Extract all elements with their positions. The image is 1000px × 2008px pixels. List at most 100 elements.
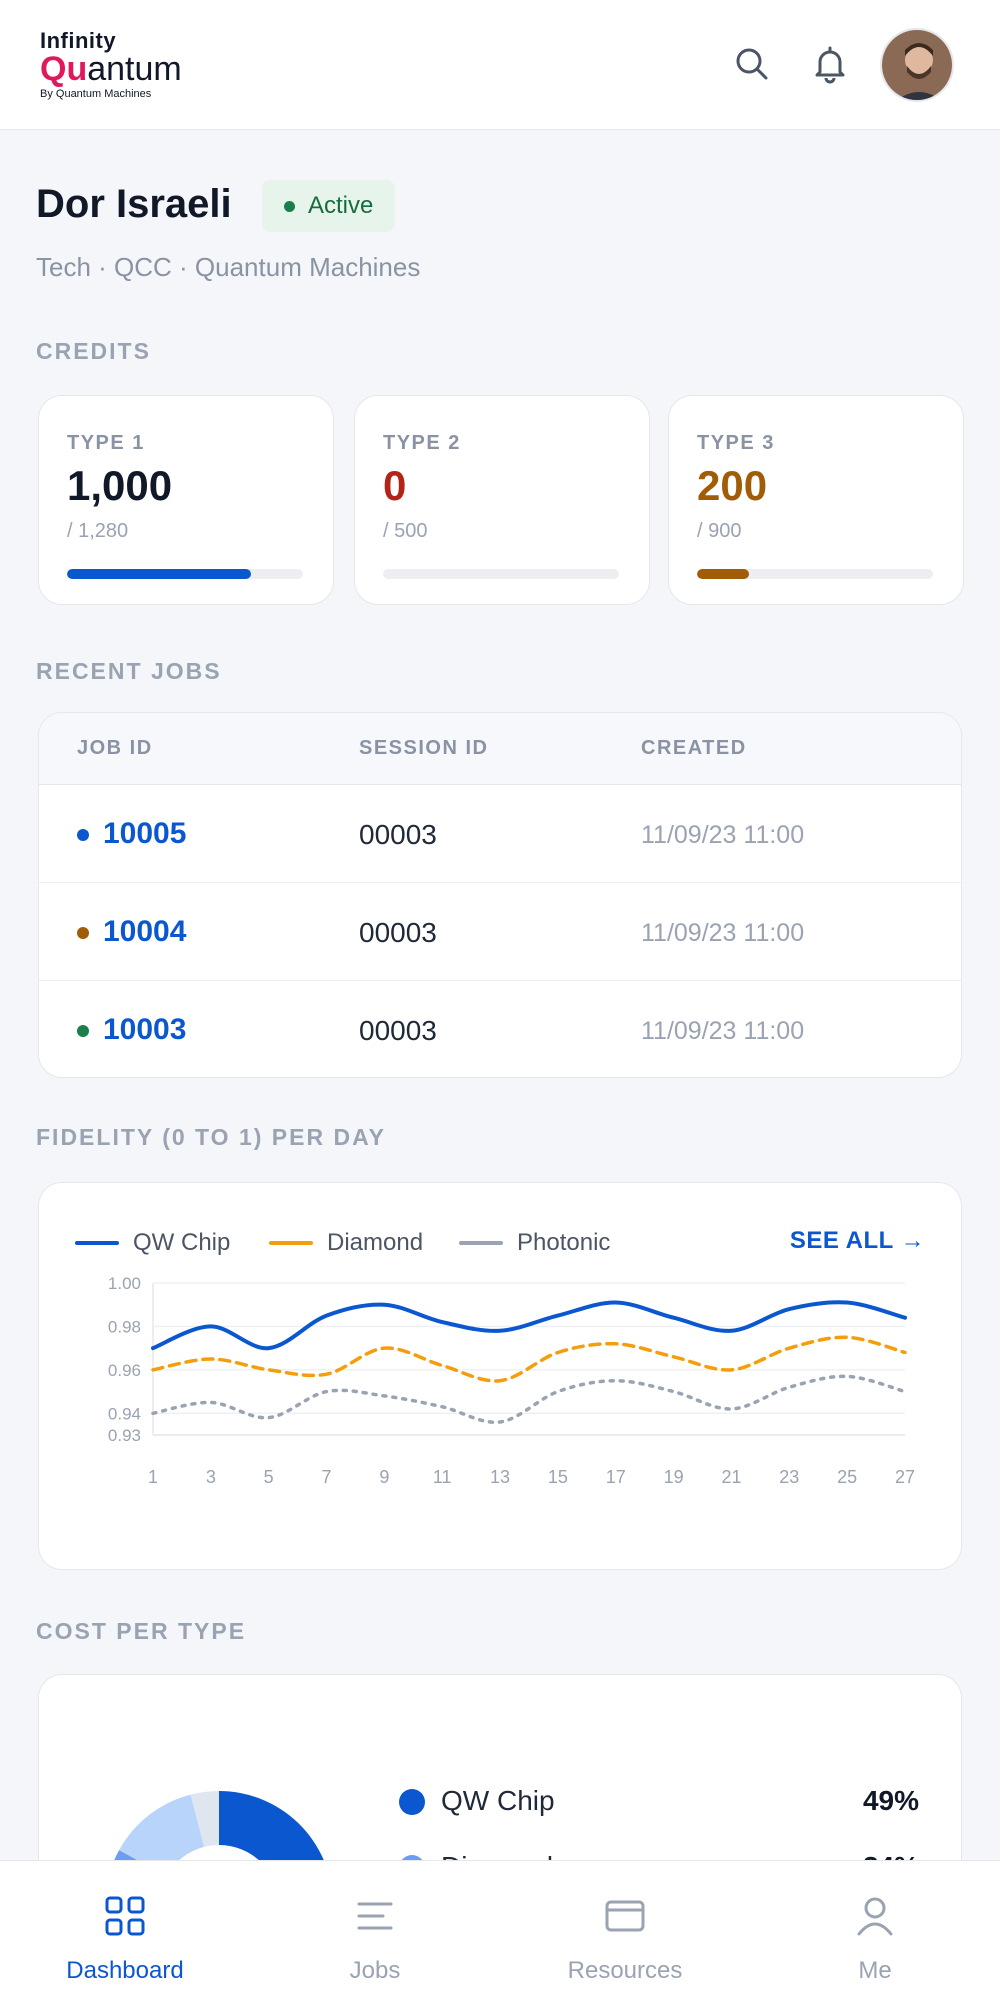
bell-icon[interactable] bbox=[806, 40, 854, 88]
nav-item-jobs[interactable]: Jobs bbox=[250, 1861, 500, 2008]
x-tick-label: 21 bbox=[721, 1467, 741, 1487]
x-tick-label: 3 bbox=[206, 1467, 216, 1487]
job-status-dot bbox=[77, 927, 89, 939]
y-tick-label: 0.94 bbox=[108, 1404, 141, 1423]
cost-legend-dot bbox=[399, 1789, 425, 1815]
nav-item-me[interactable]: Me bbox=[750, 1861, 1000, 2008]
search-icon[interactable] bbox=[728, 40, 776, 88]
x-tick-label: 19 bbox=[664, 1467, 684, 1487]
nav-label: Resources bbox=[567, 1957, 683, 1984]
credit-progress-track bbox=[383, 569, 619, 579]
created-date: 11/09/23 11:00 bbox=[641, 1017, 805, 1045]
legend-item-qw-chip[interactable]: QW Chip bbox=[75, 1229, 230, 1257]
grid-icon bbox=[100, 1891, 150, 1941]
fidelity-section-label: FIDELITY (0 TO 1) PER DAY bbox=[36, 1124, 386, 1150]
legend-label: QW Chip bbox=[133, 1229, 231, 1256]
credits-section-label: CREDITS bbox=[36, 338, 151, 364]
job-status-dot bbox=[77, 829, 89, 841]
credit-max: / 900 bbox=[697, 520, 742, 542]
user-icon bbox=[850, 1891, 900, 1941]
list-icon bbox=[350, 1891, 400, 1941]
y-tick-label: 0.96 bbox=[108, 1361, 141, 1380]
created-date: 11/09/23 11:00 bbox=[641, 919, 805, 947]
credit-card-type-1[interactable]: TYPE 1 1,000 / 1,280 bbox=[38, 395, 334, 605]
user-name: Dor Israeli bbox=[36, 182, 232, 226]
session-id: 00003 bbox=[359, 819, 437, 850]
cost-type-name: QW Chip bbox=[441, 1785, 555, 1816]
logo-accent: Qu bbox=[40, 50, 88, 88]
column-header-created: CREATED bbox=[641, 737, 747, 759]
legend-item-diamond[interactable]: Diamond bbox=[269, 1229, 423, 1257]
x-tick-label: 25 bbox=[837, 1467, 857, 1487]
user-subtitle: Tech · QCC · Quantum Machines bbox=[36, 252, 421, 282]
credit-progress-fill bbox=[67, 569, 252, 579]
logo-rest: antum bbox=[87, 50, 182, 88]
credit-progress-fill bbox=[697, 569, 749, 579]
logo-line1: Infinity bbox=[40, 28, 117, 53]
legend-label: Diamond bbox=[327, 1229, 424, 1256]
legend-item-photonic[interactable]: Photonic bbox=[459, 1229, 610, 1257]
created-date: 11/09/23 11:00 bbox=[641, 821, 805, 849]
credit-card-type-2[interactable]: TYPE 2 0 / 500 bbox=[354, 395, 650, 605]
see-all-link[interactable]: SEE ALL → bbox=[789, 1227, 925, 1254]
logo-line2: Quantum bbox=[40, 52, 210, 86]
logo-tagline: By Quantum Machines bbox=[40, 88, 152, 100]
legend-swatch bbox=[459, 1241, 503, 1245]
donut-slice-other[interactable] bbox=[190, 1791, 219, 1847]
credit-progress-track bbox=[67, 569, 303, 579]
legend-swatch bbox=[269, 1241, 313, 1245]
job-id-link[interactable]: 10003 bbox=[103, 1013, 187, 1046]
cost-type-percent: 49% bbox=[862, 1785, 919, 1816]
table-row[interactable]: 10005 00003 11/09/23 11:00 bbox=[39, 785, 961, 883]
nav-label: Me bbox=[858, 1957, 892, 1984]
x-tick-label: 11 bbox=[433, 1467, 452, 1487]
donut-slice-other[interactable] bbox=[119, 1794, 205, 1877]
x-tick-label: 7 bbox=[322, 1467, 332, 1487]
x-tick-label: 23 bbox=[779, 1467, 799, 1487]
column-header-session-id: SESSION ID bbox=[359, 737, 489, 759]
user-avatar[interactable] bbox=[880, 28, 954, 102]
nav-item-resources[interactable]: Resources bbox=[500, 1861, 750, 2008]
job-status-dot bbox=[77, 1025, 89, 1037]
session-id: 00003 bbox=[359, 917, 437, 948]
app-header: Infinity Quantum By Quantum Machines bbox=[0, 0, 1000, 130]
credit-value: 200 bbox=[697, 462, 768, 509]
x-tick-label: 15 bbox=[548, 1467, 568, 1487]
x-tick-label: 1 bbox=[148, 1467, 158, 1487]
job-id-link[interactable]: 10004 bbox=[103, 915, 187, 948]
credit-card-type-3[interactable]: TYPE 3 200 / 900 bbox=[668, 395, 964, 605]
credit-max: / 1,280 bbox=[67, 520, 129, 542]
recent-jobs-label: RECENT JOBS bbox=[36, 658, 222, 684]
series-line-photonic bbox=[151, 1374, 907, 1424]
card-icon bbox=[600, 1891, 650, 1941]
credit-max: / 500 bbox=[383, 520, 428, 542]
y-tick-label: 1.00 bbox=[108, 1274, 141, 1293]
job-id-link[interactable]: 10005 bbox=[103, 817, 187, 850]
y-tick-label: 0.98 bbox=[108, 1317, 141, 1336]
x-tick-label: 5 bbox=[264, 1467, 274, 1487]
x-tick-label: 27 bbox=[895, 1467, 915, 1487]
table-header: JOB ID SESSION ID CREATED bbox=[39, 713, 961, 785]
nav-label: Dashboard bbox=[66, 1957, 184, 1984]
credit-type-label: TYPE 2 bbox=[383, 432, 461, 454]
x-tick-label: 9 bbox=[379, 1467, 389, 1487]
nav-label: Jobs bbox=[349, 1957, 401, 1984]
table-row[interactable]: 10004 00003 11/09/23 11:00 bbox=[39, 883, 961, 981]
legend-swatch bbox=[75, 1241, 119, 1245]
infinity-quantum-logo[interactable]: Infinity Quantum By Quantum Machines bbox=[40, 28, 210, 100]
x-tick-label: 17 bbox=[606, 1467, 626, 1487]
fidelity-line-chart: 1.000.980.960.940.931 3 5 7 9 11 13 15 17 19 21 23 2… bbox=[108, 1274, 915, 1487]
series-line-diamond bbox=[151, 1335, 907, 1383]
credit-value: 0 bbox=[383, 462, 407, 509]
column-header-job-id: JOB ID bbox=[77, 737, 153, 759]
cost-section-label: COST PER TYPE bbox=[36, 1618, 247, 1644]
credit-type-label: TYPE 1 bbox=[67, 432, 145, 454]
x-tick-label: 13 bbox=[490, 1467, 510, 1487]
recent-jobs-table: JOB ID SESSION ID CREATED 10005 00003 11/0… bbox=[38, 712, 962, 1078]
credit-value: 1,000 bbox=[67, 462, 173, 509]
nav-item-dashboard[interactable]: Dashboard bbox=[0, 1861, 250, 2008]
session-id: 00003 bbox=[359, 1015, 437, 1046]
legend-label: Photonic bbox=[517, 1229, 611, 1256]
table-row[interactable]: 10003 00003 11/09/23 11:00 bbox=[39, 981, 961, 1077]
credit-type-label: TYPE 3 bbox=[697, 432, 775, 454]
